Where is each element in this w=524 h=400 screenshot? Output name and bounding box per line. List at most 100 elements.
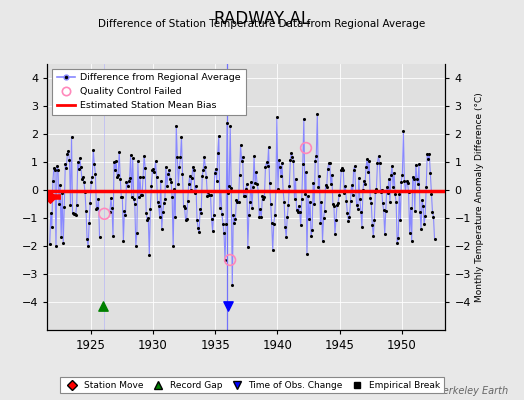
Point (108, 205, 116, 211)
Point (110, 159, 118, 165)
Point (326, 180, 335, 187)
Point (148, 167, 157, 173)
Point (257, 214, 266, 220)
Point (358, 224, 366, 230)
Point (215, 133, 223, 139)
Point (190, 167, 198, 173)
Point (123, 183, 132, 190)
Point (248, 204, 256, 211)
Point (82, 208, 90, 214)
Point (144, 215, 152, 221)
Point (238, 154, 247, 160)
Point (234, 199, 243, 206)
Point (335, 192, 343, 198)
Point (185, 172, 194, 179)
Point (246, 198, 254, 205)
Point (423, 151, 431, 157)
Point (284, 202, 292, 209)
Point (205, 192, 214, 198)
Point (224, 190, 232, 196)
Point (115, 149, 124, 155)
Point (107, 195, 115, 202)
Point (236, 142, 245, 148)
Point (57, 233, 66, 240)
Point (55, 200, 63, 207)
Point (141, 164, 149, 171)
Point (430, 235, 439, 242)
Point (396, 217, 405, 224)
Point (168, 194, 176, 200)
Point (318, 238, 326, 244)
Point (360, 178, 368, 184)
Point (52, 243, 60, 249)
Point (140, 152, 148, 159)
Point (337, 166, 345, 173)
Point (197, 210, 205, 216)
Point (398, 171, 407, 178)
Point (58, 190, 67, 196)
Point (377, 186, 386, 193)
Point (67, 202, 75, 208)
Point (402, 178, 411, 184)
Point (417, 225, 425, 232)
Point (163, 183, 171, 189)
Point (239, 193, 248, 199)
Point (266, 180, 274, 186)
Point (351, 163, 359, 169)
Point (410, 176, 418, 182)
Point (196, 206, 204, 212)
Point (109, 233, 117, 239)
Point (217, 188, 225, 194)
Point (259, 196, 268, 202)
Point (212, 166, 220, 172)
Point (216, 204, 224, 211)
Point (87, 179, 95, 185)
Point (383, 184, 391, 190)
Point (380, 231, 389, 238)
Point (164, 170, 172, 177)
Point (64, 147, 73, 154)
Point (49, 178, 57, 184)
Point (223, 120, 231, 126)
Point (399, 127, 408, 134)
Point (345, 214, 354, 220)
Point (119, 238, 127, 244)
Point (59, 239, 68, 246)
Point (255, 214, 264, 220)
Point (341, 182, 350, 189)
Point (267, 201, 275, 207)
Point (425, 151, 433, 158)
Point (138, 192, 146, 199)
Point (339, 167, 347, 173)
Point (225, 182, 233, 189)
Point (127, 194, 136, 200)
Point (145, 252, 154, 258)
Point (282, 234, 290, 240)
Point (336, 188, 344, 194)
Point (321, 182, 330, 188)
Point (228, 282, 236, 288)
Point (231, 215, 239, 222)
Point (269, 220, 278, 227)
Point (371, 188, 379, 195)
Point (256, 206, 265, 213)
Point (155, 203, 163, 209)
Point (213, 178, 221, 184)
Point (94, 196, 103, 202)
Point (354, 206, 362, 212)
Point (200, 154, 209, 160)
Point (355, 175, 363, 182)
Point (243, 181, 251, 187)
Point (245, 212, 253, 218)
Point (272, 114, 281, 120)
Point (229, 212, 237, 218)
Point (369, 233, 377, 239)
Point (169, 243, 177, 250)
Point (348, 192, 357, 198)
Point (342, 197, 351, 204)
Point (420, 220, 428, 227)
Point (79, 174, 87, 180)
Point (346, 198, 355, 204)
Point (68, 210, 77, 216)
Point (139, 174, 147, 180)
